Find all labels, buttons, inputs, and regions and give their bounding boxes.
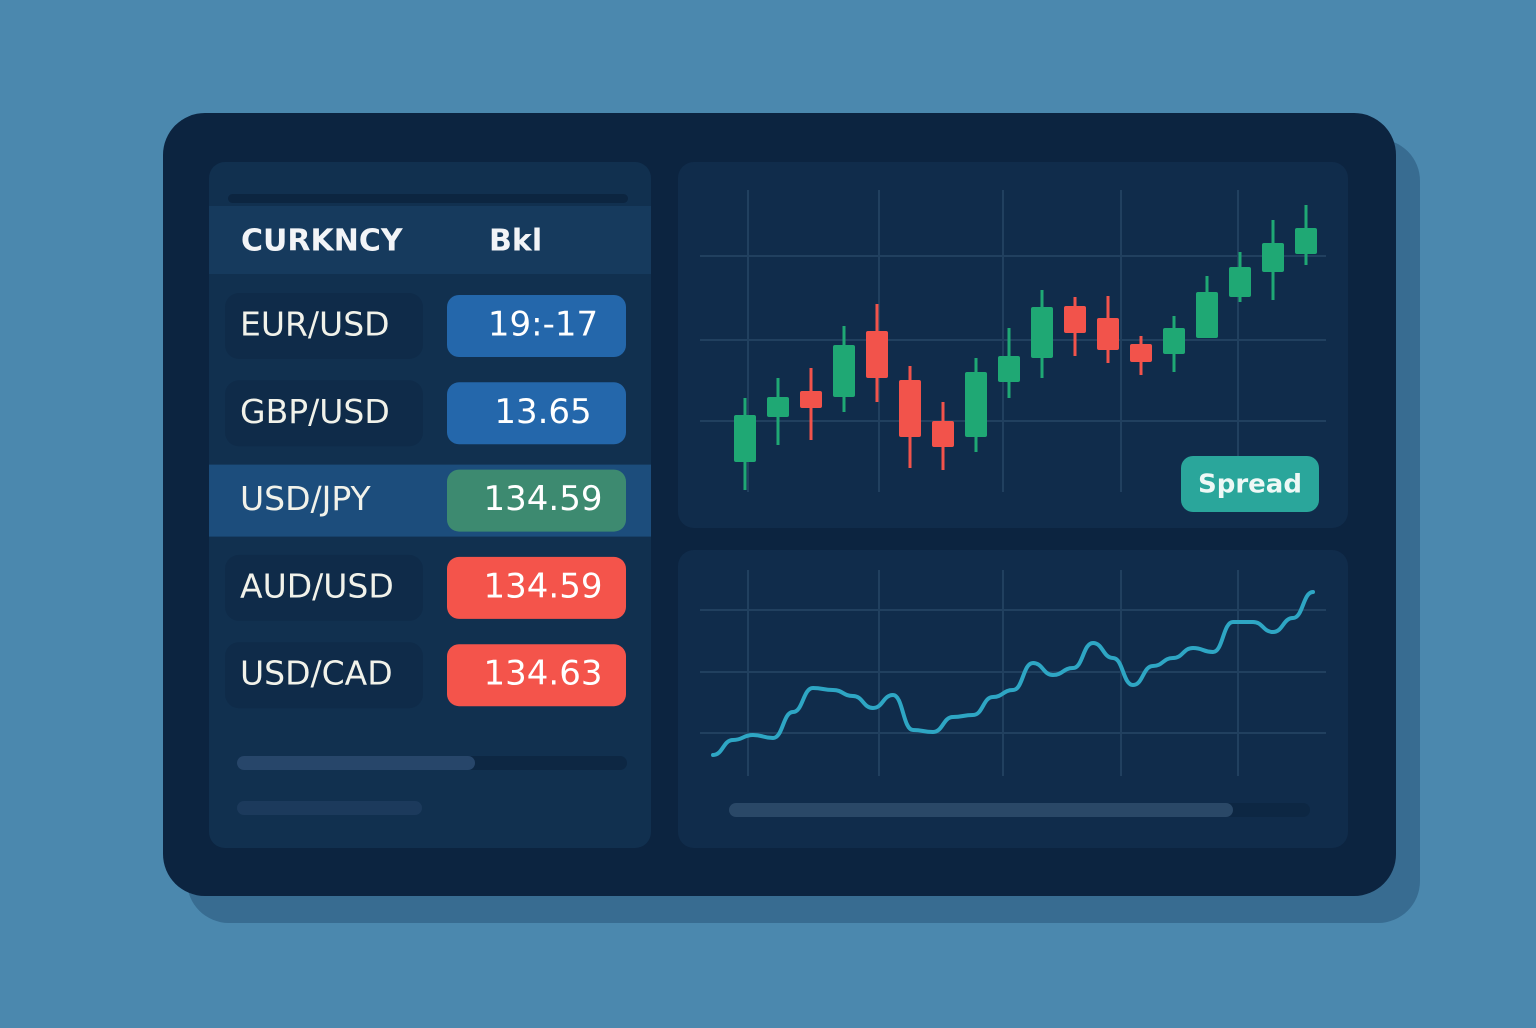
pair-chip	[225, 380, 423, 447]
candle-body	[1295, 228, 1317, 254]
price-pill	[447, 382, 626, 445]
pair-chip	[225, 554, 423, 621]
candle-body	[866, 331, 888, 378]
table-header	[209, 206, 651, 274]
candle-body	[833, 345, 855, 397]
header-cell: CURKNCY	[241, 224, 404, 259]
placeholder-bar	[228, 194, 628, 203]
pair-chip	[225, 293, 423, 359]
candle-body	[899, 380, 921, 437]
candle-body	[767, 397, 789, 417]
spread-button[interactable]	[1181, 456, 1319, 512]
placeholder-bar	[729, 803, 1233, 817]
candle-body	[1196, 292, 1218, 338]
candle-body	[1064, 306, 1086, 333]
price-label: 13.65	[494, 392, 591, 432]
header-cell: Bkl	[489, 224, 542, 259]
placeholder-bar	[237, 756, 475, 770]
spread-button-label[interactable]: Spread	[1198, 470, 1302, 500]
candle-body	[1229, 267, 1251, 297]
candle-panel	[678, 162, 1348, 528]
pair-label: USD/CAD	[240, 654, 393, 693]
charts	[711, 205, 1317, 757]
price-pill	[447, 644, 626, 707]
candle-body	[1031, 307, 1053, 358]
pair-chip	[225, 642, 423, 709]
price-line	[711, 590, 1315, 757]
candle-body	[1130, 344, 1152, 362]
price-pill	[447, 469, 626, 532]
pair-label: GBP/USD	[240, 392, 390, 431]
price-label: 134.59	[484, 566, 603, 606]
price-label: 134.63	[484, 654, 603, 694]
price-label: 19:-17	[488, 305, 598, 345]
price-label: 134.59	[484, 479, 603, 519]
candle-body	[734, 415, 756, 462]
pair-label: AUD/USD	[240, 566, 394, 605]
price-pill	[447, 295, 626, 357]
table-rows: EUR/USD 19:-17 GBP/USD 13.65 USD/JPY 134.59 AU…	[209, 293, 651, 709]
candle-body	[1097, 318, 1119, 350]
price-pill	[447, 556, 626, 619]
candle-body	[800, 391, 822, 408]
line-panel	[678, 550, 1348, 848]
candle-body	[1262, 243, 1284, 272]
candle-body	[998, 356, 1020, 382]
pair-label: EUR/USD	[240, 305, 390, 344]
candle-body	[1163, 328, 1185, 354]
placeholder-bar	[237, 801, 422, 815]
background-grid	[700, 190, 1326, 776]
pair-label: USD/JPY	[240, 479, 372, 518]
candle-body	[965, 372, 987, 437]
candle-body	[932, 421, 954, 447]
